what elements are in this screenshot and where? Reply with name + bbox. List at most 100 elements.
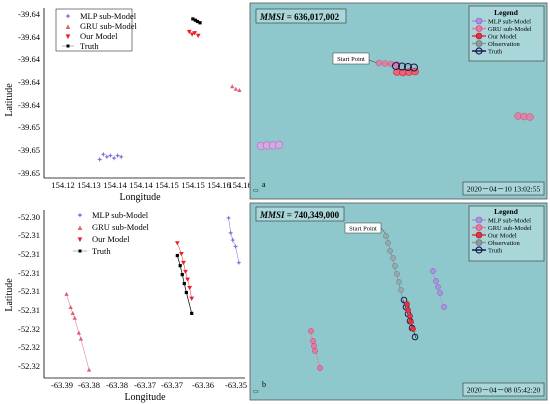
point-gru [64, 291, 69, 296]
y-axis-label: Latitude [4, 83, 15, 117]
timestamp: 2020－04－10 13:02:55 [467, 185, 541, 194]
legend-label: Our Model [488, 233, 517, 240]
x-tick-label: 154.14 [129, 180, 153, 190]
point-ours [181, 260, 186, 266]
x-ticks: 154.12 154.13 154.14 154.14 154.15 154.1… [51, 180, 251, 190]
point-truth [184, 290, 188, 295]
legend-entry-ours: Our Model [472, 231, 517, 240]
legend-title: Legend [494, 8, 519, 17]
y-tick-label: -39.64 [18, 77, 41, 87]
y-tick-label: -39.64 [18, 9, 41, 19]
y-tick-label: -52.31 [18, 249, 40, 259]
point-gru [72, 315, 77, 320]
legend-label-truth: Truth [80, 41, 99, 51]
point-mlp [100, 151, 106, 157]
track-mlp [256, 140, 284, 151]
legend-label: Observation [488, 41, 521, 48]
trajectory-marks [256, 59, 534, 151]
x-axis-label: Longitude [119, 192, 161, 203]
point-truth [190, 311, 194, 315]
plot-top-left: -39.64 -39.64 -39.64 -39.64 -39.64 -39.6… [4, 8, 252, 203]
point-truth [195, 19, 200, 24]
mmsi-text: MMSI = 636,017,002 [259, 12, 340, 22]
y-tick-label: -52.31 [18, 286, 40, 296]
mmsi-box [255, 206, 345, 222]
mmsi-box [255, 8, 347, 24]
start-point-callout [332, 52, 370, 65]
y-tick-label: -52.32 [18, 324, 40, 334]
legend-label: MLP sub-Model [488, 218, 531, 225]
legend-label-truth: Truth [92, 246, 111, 256]
legend-label: MLP sub-Model [488, 19, 531, 26]
point-gru [230, 84, 235, 89]
mmsi-text: MMSI = 740,349,000 [259, 210, 340, 220]
point-mlp [97, 156, 103, 162]
legend-label: Truth [488, 49, 503, 56]
start-point-pointer [380, 227, 387, 235]
point-ours [192, 31, 198, 36]
point-gru [237, 88, 242, 93]
legend-marker-mlp: ✦ [65, 12, 72, 21]
legend-label-gru: GRU sub-Model [80, 21, 138, 31]
x-tick-label: -63.35 [225, 380, 247, 390]
point-mlp [115, 152, 121, 159]
y-tick-label: -39.65 [18, 145, 40, 155]
point-mlp [118, 154, 124, 160]
scale-bar: ▭ [253, 389, 259, 395]
point-ours [186, 29, 192, 35]
track-gru [375, 59, 401, 68]
legend-label-ours: Our Model [92, 234, 130, 244]
track-gru-far [514, 112, 534, 121]
point-mlp [233, 243, 239, 250]
x-tick-label: 154.16 [207, 180, 230, 190]
legend: ✦ MLP sub-Model ▲ GRU sub-Model ▼ Our Mo… [55, 8, 138, 52]
y-tick-label: -39.65 [18, 122, 40, 132]
legend-label-mlp: MLP sub-Model [80, 11, 137, 21]
x-tick-label: -63.37 [161, 380, 183, 390]
legend-marker-gru: ▲ [76, 223, 84, 232]
legend-marker-ours: ▼ [64, 32, 72, 41]
x-tick-label: 154.15 [181, 180, 204, 190]
y-tick-label: -52.32 [18, 361, 40, 371]
legend-label-ours: Our Model [80, 31, 118, 41]
legend-title: Legend [494, 207, 519, 216]
legend-label: Our Model [488, 34, 517, 41]
y-tick-label: -52.31 [18, 268, 40, 278]
point-truth [180, 273, 184, 277]
point-mlp [104, 154, 110, 160]
legend-label: GRU sub-Model [488, 225, 532, 232]
y-tick-label: -39.64 [18, 32, 41, 42]
mmsi-label: MMSI [259, 210, 285, 220]
legend-box [55, 8, 133, 52]
y-axis-label: Latitude [4, 278, 15, 312]
legend-marker-ours: ▼ [76, 235, 84, 244]
y-tick-label: -52.30 [18, 212, 40, 222]
x-tick-label: -63.39 [51, 380, 73, 390]
track-ours [404, 301, 416, 332]
legend-marker-truth [66, 44, 70, 48]
point-ours [187, 285, 193, 291]
point-gru [70, 310, 75, 315]
legend-marker-truth [78, 249, 82, 253]
legend: Legend MLP sub-Model GRU sub-Model Our M… [468, 205, 545, 262]
point-truth [198, 21, 202, 25]
legend-label: GRU sub-Model [488, 26, 532, 33]
point-mlp [107, 152, 114, 159]
y-tick-label: -39.64 [18, 100, 41, 110]
timestamp-box [462, 181, 545, 196]
point-mlp [111, 155, 117, 161]
series-line-gru [66, 294, 90, 371]
x-tick-label: 154.15 [155, 180, 178, 190]
x-ticks: -63.39 -63.38 -63.38 -63.37 -63.37 -63.3… [51, 380, 247, 390]
start-point-pointer [368, 59, 378, 64]
track-mlp [430, 268, 447, 310]
point-gru [233, 86, 239, 91]
panel-letter: b [262, 380, 266, 389]
legend-label: Observation [488, 240, 521, 247]
track-gru [308, 328, 323, 371]
point-ours [189, 32, 195, 37]
point-gru [78, 336, 84, 341]
point-ours [195, 33, 201, 38]
y-ticks: -39.64 -39.64 -39.64 -39.64 -39.64 -39.6… [18, 9, 41, 178]
map-a: MMSI = 636,017,002 Start Point Legend ML… [249, 2, 548, 200]
